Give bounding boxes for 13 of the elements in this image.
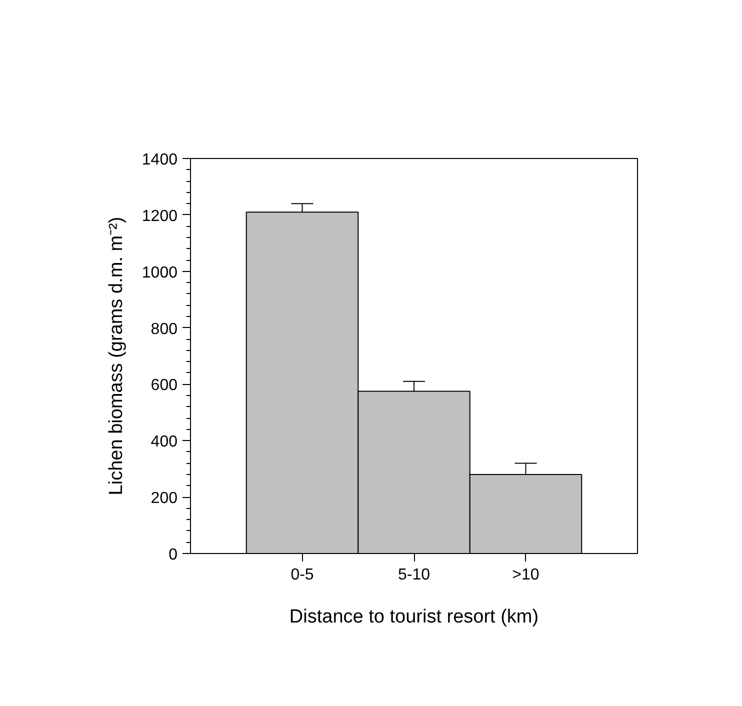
x-tick-label: 5-10	[398, 566, 430, 584]
y-tick-label: 1000	[142, 264, 178, 282]
x-axis-title: Distance to tourist resort (km)	[289, 606, 539, 628]
y-tick-label: 200	[150, 490, 178, 508]
y-tick-label: 1200	[142, 208, 178, 225]
y-axis-title: Lichen biomass (grams d.m. m⁻²)	[106, 216, 127, 496]
y-tick-label: 0	[168, 546, 178, 564]
x-tick-label: >10	[512, 566, 540, 584]
x-tick-label: 0-5	[290, 566, 314, 584]
y-tick-label: 400	[150, 434, 178, 451]
y-tick-label: 1400	[142, 152, 178, 168]
y-tick-label: 600	[150, 377, 178, 394]
y-tick-label: 800	[150, 320, 178, 338]
